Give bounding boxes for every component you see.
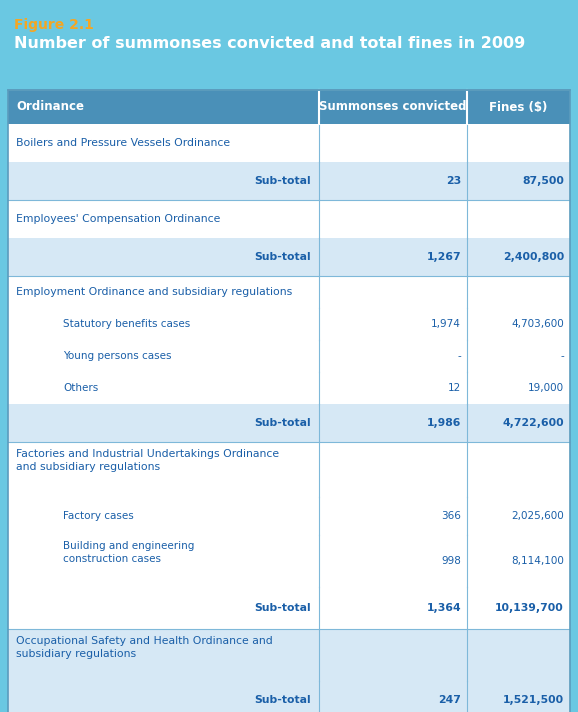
Bar	[8, 238, 570, 276]
Text: 366: 366	[441, 511, 461, 521]
Bar	[8, 587, 570, 629]
Text: Fines ($): Fines ($)	[490, 100, 548, 113]
Text: Sub-total: Sub-total	[254, 418, 311, 428]
Text: Factories and Industrial Undertakings Ordinance: Factories and Industrial Undertakings Or…	[16, 449, 279, 459]
Bar	[8, 404, 570, 442]
Text: 998: 998	[441, 556, 461, 566]
Text: Summonses convicted: Summonses convicted	[319, 100, 467, 113]
Text: 1,521,500: 1,521,500	[503, 695, 564, 705]
Text: 1,364: 1,364	[427, 603, 461, 613]
Bar	[8, 90, 570, 124]
Bar	[8, 276, 570, 308]
Bar	[8, 200, 570, 238]
Text: 10,139,700: 10,139,700	[495, 603, 564, 613]
Text: -: -	[560, 351, 564, 361]
Bar	[8, 340, 570, 372]
Text: 1,267: 1,267	[427, 252, 461, 262]
Text: construction cases: construction cases	[63, 554, 161, 564]
Text: Others: Others	[63, 383, 98, 393]
Text: 23: 23	[446, 176, 461, 186]
Text: Sub-total: Sub-total	[254, 695, 311, 705]
Text: 12: 12	[448, 383, 461, 393]
Text: Figure 2.1: Figure 2.1	[14, 18, 94, 32]
Bar	[8, 629, 570, 681]
Text: Building and engineering: Building and engineering	[63, 541, 194, 551]
Text: Factory cases: Factory cases	[63, 511, 134, 521]
Bar	[8, 535, 570, 587]
Text: subsidiary regulations: subsidiary regulations	[16, 649, 136, 659]
Text: Sub-total: Sub-total	[254, 252, 311, 262]
Text: 2,400,800: 2,400,800	[503, 252, 564, 262]
Text: 19,000: 19,000	[528, 383, 564, 393]
Bar	[8, 124, 570, 162]
Text: and subsidiary regulations: and subsidiary regulations	[16, 462, 160, 472]
Bar	[8, 162, 570, 200]
Bar	[8, 497, 570, 535]
Text: 1,974: 1,974	[431, 319, 461, 329]
Text: Statutory benefits cases: Statutory benefits cases	[63, 319, 190, 329]
Bar	[8, 681, 570, 712]
Text: 2,025,600: 2,025,600	[512, 511, 564, 521]
Text: Sub-total: Sub-total	[254, 603, 311, 613]
Text: 4,703,600: 4,703,600	[512, 319, 564, 329]
Text: 8,114,100: 8,114,100	[511, 556, 564, 566]
Text: Number of summonses convicted and total fines in 2009: Number of summonses convicted and total …	[14, 36, 525, 51]
Text: Employees' Compensation Ordinance: Employees' Compensation Ordinance	[16, 214, 220, 224]
Text: Boilers and Pressure Vessels Ordinance: Boilers and Pressure Vessels Ordinance	[16, 138, 230, 148]
Text: Ordinance: Ordinance	[16, 100, 84, 113]
Text: Occupational Safety and Health Ordinance and: Occupational Safety and Health Ordinance…	[16, 636, 273, 646]
Text: -: -	[457, 351, 461, 361]
Text: Sub-total: Sub-total	[254, 176, 311, 186]
Text: Young persons cases: Young persons cases	[63, 351, 172, 361]
Text: 247: 247	[438, 695, 461, 705]
Text: 4,722,600: 4,722,600	[502, 418, 564, 428]
Bar	[8, 442, 570, 497]
Text: 1,986: 1,986	[427, 418, 461, 428]
Text: Employment Ordinance and subsidiary regulations: Employment Ordinance and subsidiary regu…	[16, 287, 292, 297]
Bar	[8, 308, 570, 340]
Bar	[8, 372, 570, 404]
Text: 87,500: 87,500	[522, 176, 564, 186]
